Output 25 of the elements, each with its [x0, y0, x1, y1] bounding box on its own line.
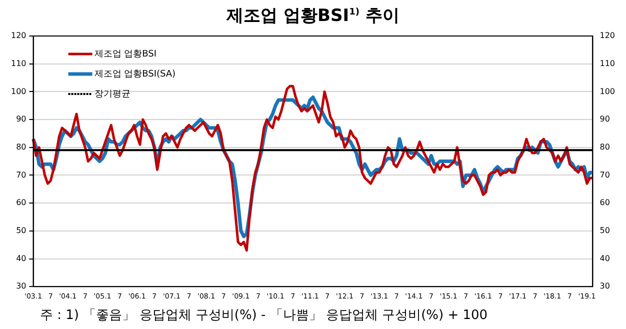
y2-tick-label: 110	[600, 58, 616, 68]
y-tick-label: 50	[16, 226, 26, 235]
legend-label: 장기평균	[94, 89, 130, 100]
y-tick-label: 100	[10, 86, 26, 96]
y2-tick-label: 70	[600, 170, 610, 180]
y2-tick-label: 80	[600, 142, 610, 152]
y-tick-label: 60	[16, 198, 26, 208]
y2-tick-label: 30	[600, 282, 610, 291]
y2-tick-label: 40	[600, 254, 610, 263]
chart-title: 제조업 업황BSI$^{1)}$ 추이	[225, 5, 400, 27]
y-tick-label: 110	[10, 58, 26, 68]
legend-label: 제조업 업황BSI	[94, 49, 157, 60]
y2-tick-label: 90	[600, 114, 610, 124]
y2-tick-label: 120	[600, 31, 616, 40]
y2-tick-label: 60	[600, 198, 610, 208]
y-tick-label: 80	[16, 142, 26, 152]
y2-tick-label: 50	[600, 226, 610, 235]
text: 주 : 1) 「좋음」 응답업체 구성비(%) - 「나쁨」 응답업체 구성비(%) + 100	[40, 307, 488, 324]
y-tick-label: 120	[10, 31, 26, 40]
legend-label: 제조업 업황BSI(SA)	[94, 69, 176, 80]
y2-tick-label: 100	[600, 86, 616, 96]
y-tick-label: 30	[16, 282, 26, 291]
y-tick-label: 40	[16, 254, 26, 263]
y-tick-label: 70	[16, 170, 26, 180]
y-tick-label: 90	[16, 114, 26, 124]
